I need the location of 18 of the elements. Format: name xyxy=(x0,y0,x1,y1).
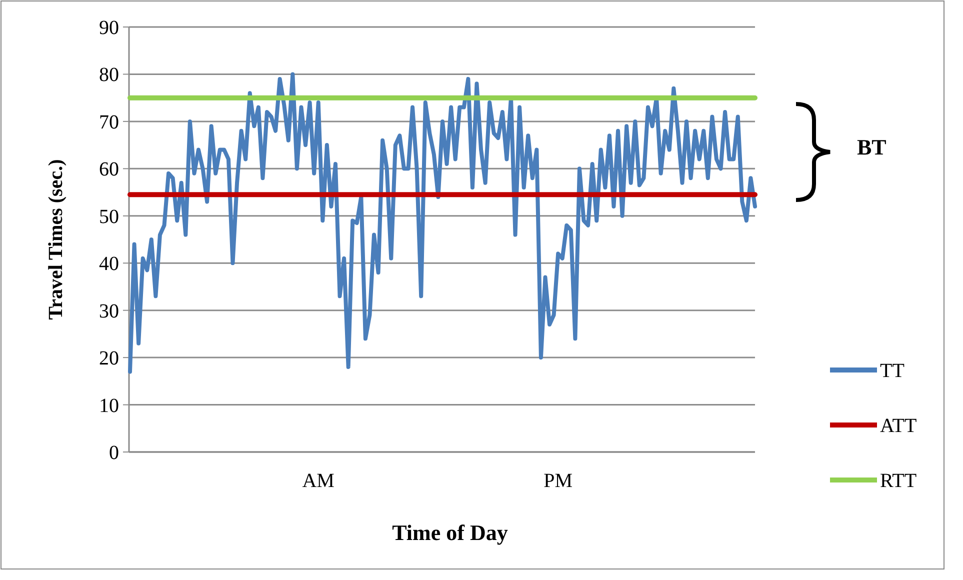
x-tick-label: AM xyxy=(302,470,335,492)
y-tick-label: 0 xyxy=(109,442,119,464)
y-tick-label: 60 xyxy=(99,158,119,181)
y-tick-label: 30 xyxy=(99,300,119,322)
y-tick-label: 70 xyxy=(99,111,119,134)
y-tick-label: 10 xyxy=(99,394,119,417)
text: BT xyxy=(857,134,887,160)
legend-label: ATT xyxy=(880,415,917,437)
y-tick-label: 40 xyxy=(99,253,119,276)
x-axis-title: Time of Day xyxy=(392,520,508,545)
legend-label: TT xyxy=(880,360,904,382)
y-tick-label: 90 xyxy=(99,17,119,39)
y-tick-label: 80 xyxy=(99,64,119,86)
y-tick-label: 20 xyxy=(99,348,119,370)
x-tick-label: PM xyxy=(544,470,573,492)
y-tick-label: 50 xyxy=(99,206,119,228)
legend-label: RTT xyxy=(880,470,917,492)
y-axis-title: Travel Times (sec.) xyxy=(45,159,67,320)
